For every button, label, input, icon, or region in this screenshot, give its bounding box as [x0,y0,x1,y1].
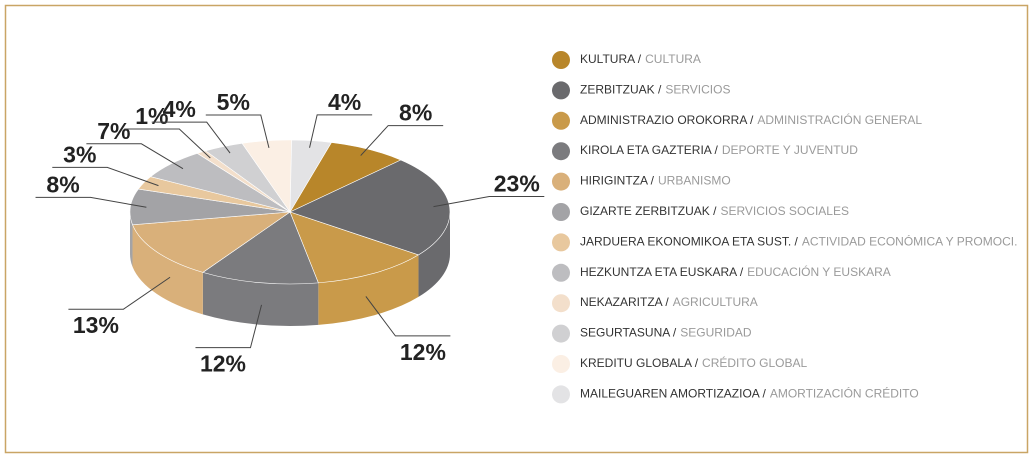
leader-line [124,128,211,159]
legend-label: HEZKUNTZA ETA EUSKARA / EDUCACIÓN Y EUSKA… [580,264,891,279]
legend-name: MAILEGUAREN AMORTIZAZIOA / [580,387,766,401]
leader-line [68,276,171,310]
legend-translation: ACTIVIDAD ECONÓMICA Y PROMOCI. [802,234,1018,249]
data-label: 4% [328,89,361,115]
legend-name: KIROLA ETA GAZTERIA / [580,143,718,157]
pie-side [202,272,319,326]
pie-slice [202,211,319,285]
leader-line [309,114,373,148]
leader-line [35,196,147,208]
legend-label: NEKAZARITZA / AGRICULTURA [580,295,758,309]
legend-name: ZERBITZUAK / [580,83,662,97]
pie-side [318,254,419,325]
leader-line [151,121,231,154]
pie-side [418,212,450,297]
leader-line [360,125,444,156]
legend-name: KREDITU GLOBALA / [580,356,699,370]
pie-slice [289,211,420,284]
data-label: 13% [73,312,119,338]
pie-slice [289,139,332,214]
legend-translation: AGRICULTURA [673,295,758,309]
pie-slice [132,211,292,273]
legend-swatch [552,203,570,221]
legend-label: GIZARTE ZERBITZUAK / SERVICIOS SOCIALES [580,204,849,218]
legend-translation: EDUCACIÓN Y EUSKARA [747,264,891,279]
legend-translation: SERVICIOS [665,83,730,97]
legend-swatch [552,263,570,282]
legend-name: HEZKUNTZA ETA EUSKARA / [580,265,744,279]
data-label: 8% [46,171,79,197]
legend-name: NEKAZARITZA / [580,295,669,309]
legend-name: GIZARTE ZERBITZUAK / [580,204,717,218]
legend-translation: AMORTIZACIÓN CRÉDITO [770,386,919,401]
data-label: 8% [399,100,432,126]
legend-swatch [552,385,570,404]
legend-swatch [552,355,570,373]
legend-label: HIRIGINTZA / URBANISMO [580,174,731,188]
leader-line [205,114,270,149]
frame [4,4,1029,454]
legend-translation: ADMINISTRACIÓN GENERAL [757,112,922,127]
legend-label: SEGURTASUNA / SEGURIDAD [580,326,752,340]
legend-swatch [552,142,570,161]
legend-swatch [552,172,570,191]
legend-label: MAILEGUAREN AMORTIZAZIOA / AMORTIZACIÓN C… [580,386,919,401]
data-label: 5% [217,89,250,115]
legend-translation: CULTURA [645,52,701,66]
legend: KULTURA / CULTURA ZERBITZUAK / SERVICIOS ADM… [552,51,1017,404]
legend-swatch [552,51,570,69]
legend-label: KULTURA / CULTURA [580,52,701,66]
leader-line [365,296,451,337]
pie: 8%23%12%12%13%8%3%7%1%4% 5% 4% [35,89,545,377]
data-label: 1% [135,103,168,129]
legend-swatch [552,81,570,100]
data-label: 12% [400,339,446,365]
legend-swatch [552,233,570,252]
legend-name: ADMINISTRAZIO OROKORRA / [580,113,754,127]
leader-line [86,143,184,170]
data-label: 23% [494,170,540,196]
legend-translation: SEGURIDAD [680,326,752,340]
data-label: 4% [163,96,196,122]
data-label: 12% [200,351,246,377]
legend-translation: DEPORTE Y JUVENTUD [722,143,858,157]
legend-label: KIROLA ETA GAZTERIA / DEPORTE Y JUVENTUD [580,143,858,157]
leader-line [52,166,159,187]
legend-name: JARDUERA EKONOMIKOA ETA SUST. / [580,235,798,249]
legend-label: JARDUERA EKONOMIKOA ETA SUST. / ACTIVIDAD… [580,234,1017,249]
legend-swatch [552,294,570,313]
pie-side [130,212,133,267]
data-label: 7% [97,118,130,144]
pie-slice [289,159,451,256]
legend-translation: URBANISMO [658,174,731,188]
legend-name: SEGURTASUNA / [580,326,677,340]
legend-label: KREDITU GLOBALA / CRÉDITO GLOBAL [580,355,808,370]
legend-swatch [552,324,570,343]
legend-label: ADMINISTRAZIO OROKORRA / ADMINISTRACIÓN G… [580,112,922,127]
legend-name: HIRIGINTZA / [580,174,655,188]
legend-translation: CRÉDITO GLOBAL [702,355,807,370]
legend-label: ZERBITZUAK / SERVICIOS [580,83,730,97]
legend-swatch [552,111,570,130]
legend-translation: SERVICIOS SOCIALES [720,204,849,218]
leader-line [433,195,545,208]
legend-name: KULTURA / [580,52,642,66]
data-label: 3% [63,141,96,167]
leader-line [195,304,263,349]
